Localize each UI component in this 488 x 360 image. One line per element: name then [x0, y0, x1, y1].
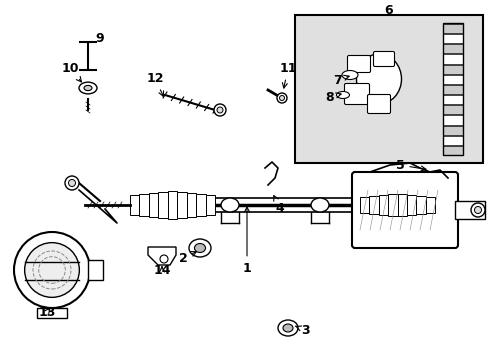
Text: 14: 14	[153, 264, 170, 276]
Bar	[442, 105, 462, 114]
Text: 3: 3	[295, 324, 309, 337]
Bar	[442, 75, 462, 84]
Bar	[442, 44, 462, 54]
Ellipse shape	[356, 54, 401, 104]
Bar	[378, 194, 387, 215]
Bar	[442, 136, 462, 145]
Bar	[442, 64, 462, 74]
Bar	[368, 195, 378, 215]
Text: 1: 1	[242, 207, 251, 275]
Circle shape	[214, 104, 225, 116]
Bar	[442, 116, 462, 125]
Bar	[158, 192, 167, 218]
Ellipse shape	[79, 82, 97, 94]
Bar	[454, 201, 484, 219]
Text: 13: 13	[38, 306, 56, 319]
Bar	[186, 193, 196, 217]
Circle shape	[160, 255, 168, 263]
Circle shape	[276, 93, 286, 103]
Bar	[139, 194, 148, 216]
Bar	[294, 15, 482, 163]
Bar	[442, 54, 462, 64]
Ellipse shape	[189, 239, 210, 257]
Ellipse shape	[336, 91, 349, 99]
FancyBboxPatch shape	[88, 260, 103, 280]
Circle shape	[217, 107, 223, 113]
FancyBboxPatch shape	[373, 51, 394, 67]
Bar	[135, 198, 409, 212]
Bar	[387, 194, 397, 216]
Text: 10: 10	[61, 62, 81, 82]
Bar	[442, 126, 462, 135]
FancyBboxPatch shape	[347, 55, 370, 72]
Text: 6: 6	[384, 4, 392, 17]
Circle shape	[279, 95, 284, 100]
Bar	[397, 194, 406, 216]
Text: 8: 8	[325, 90, 341, 104]
Text: 4: 4	[273, 195, 284, 215]
Bar	[167, 191, 177, 219]
Text: 5: 5	[395, 158, 425, 171]
Circle shape	[68, 180, 75, 186]
Bar	[359, 197, 368, 213]
Polygon shape	[148, 247, 176, 265]
Ellipse shape	[84, 85, 92, 91]
FancyBboxPatch shape	[344, 84, 369, 104]
Text: 2: 2	[178, 252, 196, 265]
Circle shape	[24, 243, 79, 297]
Ellipse shape	[194, 243, 205, 252]
Bar	[37, 308, 67, 318]
Bar	[442, 85, 462, 94]
Text: 11: 11	[279, 62, 296, 88]
Ellipse shape	[278, 320, 297, 336]
Text: 7: 7	[332, 73, 348, 86]
Bar	[425, 197, 434, 213]
Bar	[205, 195, 215, 215]
Circle shape	[473, 207, 481, 213]
Bar	[442, 146, 462, 155]
Circle shape	[470, 203, 484, 217]
Ellipse shape	[310, 198, 328, 212]
Ellipse shape	[341, 71, 357, 80]
Ellipse shape	[283, 324, 292, 332]
Text: 12: 12	[146, 72, 163, 96]
Circle shape	[14, 232, 90, 308]
Bar	[442, 24, 462, 33]
Bar	[177, 192, 186, 218]
Bar	[148, 193, 158, 217]
Bar	[415, 195, 425, 215]
FancyBboxPatch shape	[367, 95, 390, 113]
Bar	[442, 23, 462, 155]
Bar	[196, 194, 205, 216]
Bar	[442, 34, 462, 43]
Bar	[130, 195, 139, 215]
Text: 9: 9	[96, 32, 104, 45]
FancyBboxPatch shape	[351, 172, 457, 248]
Circle shape	[65, 176, 79, 190]
Bar	[406, 194, 415, 215]
Ellipse shape	[221, 198, 239, 212]
Bar	[442, 95, 462, 104]
